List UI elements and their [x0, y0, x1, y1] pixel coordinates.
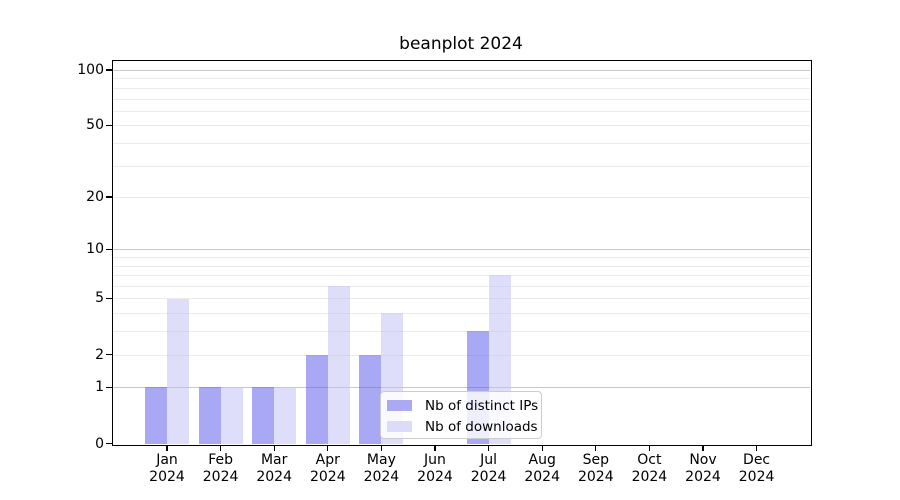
x-tick	[327, 445, 329, 451]
gridline-minor	[113, 197, 810, 199]
x-tick-label: Oct 2024	[631, 452, 668, 485]
gridline-minor	[113, 265, 810, 267]
gridline-major	[113, 249, 810, 251]
legend: Nb of distinct IPs Nb of downloads	[380, 391, 542, 439]
bar-jan-series0	[145, 387, 167, 444]
y-tick-label: 1	[95, 379, 104, 396]
x-tick-label: Jun 2024	[417, 452, 453, 485]
gridline-minor	[113, 142, 810, 144]
bar-feb-series1	[220, 387, 243, 444]
y-tick-label: 100	[77, 62, 104, 78]
bar-may-series0	[359, 354, 382, 444]
bar-apr-series1	[327, 286, 350, 444]
gridline-minor	[113, 257, 810, 259]
x-tick-label: Sep 2024	[577, 452, 614, 485]
x-tick-label: Apr 2024	[309, 452, 346, 485]
x-tick	[380, 445, 383, 451]
legend-swatch-icon	[387, 400, 412, 411]
gridline-minor	[113, 313, 810, 315]
x-tick	[541, 445, 543, 451]
y-tick-label: 5	[95, 290, 104, 307]
x-tick-label: Mar 2024	[256, 452, 293, 485]
y-tick	[106, 386, 113, 389]
y-tick-label: 0	[95, 435, 104, 452]
gridline-minor	[113, 98, 810, 100]
bar-apr-series0	[305, 354, 328, 444]
legend-label: Nb of distinct IPs	[425, 397, 539, 414]
legend-label: Nb of downloads	[425, 418, 538, 435]
legend-entry: Nb of distinct IPs	[387, 396, 538, 415]
gridline-minor	[113, 331, 810, 333]
x-tick-label: Dec 2024	[738, 452, 775, 485]
x-tick-label: May 2024	[363, 452, 400, 485]
plot-area: Nb of distinct IPs Nb of downloads	[113, 61, 810, 444]
gridline-major	[113, 387, 810, 389]
gridline-minor	[113, 165, 810, 167]
x-tick	[166, 445, 168, 451]
x-tick	[273, 445, 275, 451]
y-tick	[106, 442, 113, 445]
y-tick	[106, 297, 113, 300]
x-tick-label: Feb 2024	[202, 452, 239, 485]
gridline-minor	[113, 78, 810, 80]
x-tick	[595, 445, 597, 451]
x-tick-label: Jan 2024	[149, 452, 185, 485]
x-tick	[487, 445, 490, 451]
y-tick	[106, 124, 113, 126]
bar-mar-series0	[252, 387, 275, 444]
x-tick	[434, 445, 436, 451]
y-tick	[106, 353, 113, 356]
bar-jan-series1	[167, 298, 189, 444]
y-tick-label: 2	[95, 346, 104, 363]
gridline-minor	[113, 125, 810, 127]
gridline-major	[113, 70, 810, 71]
gridline-minor	[113, 275, 810, 277]
x-tick	[755, 445, 758, 451]
y-tick-label: 10	[86, 241, 104, 258]
gridline-minor	[113, 354, 810, 356]
y-tick	[106, 69, 113, 71]
gridline-minor	[113, 298, 810, 300]
gridline-minor	[113, 110, 810, 112]
bar-feb-series0	[198, 387, 221, 444]
y-tick	[106, 196, 113, 198]
chart-title: beanplot 2024	[399, 34, 523, 54]
x-tick	[648, 445, 651, 451]
y-tick-label: 50	[86, 117, 104, 134]
bar-mar-series1	[274, 387, 297, 444]
x-tick	[219, 445, 222, 451]
y-tick-label: 20	[86, 189, 104, 206]
y-tick	[106, 248, 113, 251]
x-tick-label: Jul 2024	[470, 452, 507, 485]
x-tick-label: Aug 2024	[524, 452, 561, 485]
x-tick-label: Nov 2024	[685, 452, 721, 485]
legend-entry: Nb of downloads	[387, 417, 538, 436]
gridline-minor	[113, 87, 810, 89]
x-tick	[702, 445, 704, 451]
gridline-minor	[113, 286, 810, 288]
legend-swatch-icon	[387, 421, 412, 432]
